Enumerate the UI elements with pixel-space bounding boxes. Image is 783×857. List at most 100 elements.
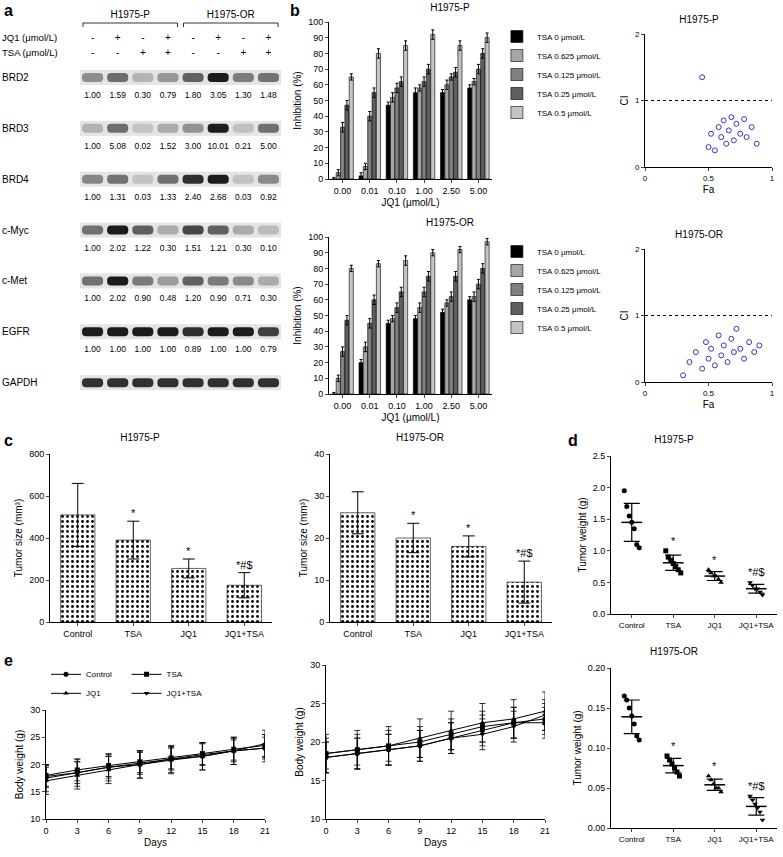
svg-text:0.79: 0.79 <box>260 344 277 354</box>
svg-text:1.00: 1.00 <box>415 186 433 196</box>
svg-text:JQ1+TSA: JQ1+TSA <box>739 835 775 844</box>
svg-text:3: 3 <box>75 826 80 836</box>
svg-text:0.30: 0.30 <box>160 243 177 253</box>
svg-text:30: 30 <box>313 127 323 137</box>
svg-text:15: 15 <box>477 826 487 836</box>
svg-text:c-Met: c-Met <box>2 275 27 286</box>
svg-text:1.00: 1.00 <box>84 344 101 354</box>
svg-text:*: * <box>131 507 136 519</box>
svg-text:200: 200 <box>29 575 44 585</box>
svg-text:30: 30 <box>310 660 320 670</box>
svg-text:H1975-P: H1975-P <box>111 9 151 20</box>
svg-text:80: 80 <box>313 264 323 274</box>
svg-text:1.5: 1.5 <box>593 514 606 524</box>
svg-text:JQ1: JQ1 <box>180 629 197 639</box>
svg-text:5.00: 5.00 <box>470 186 488 196</box>
svg-text:3: 3 <box>355 826 360 836</box>
svg-text:100: 100 <box>308 17 323 27</box>
svg-text:0.10: 0.10 <box>388 186 406 196</box>
svg-text:2.50: 2.50 <box>442 401 460 411</box>
svg-text:0: 0 <box>323 826 328 836</box>
svg-text:50: 50 <box>313 311 323 321</box>
svg-text:0.48: 0.48 <box>160 293 177 303</box>
svg-text:0.15: 0.15 <box>588 703 606 713</box>
svg-text:50: 50 <box>313 96 323 106</box>
svg-text:10: 10 <box>313 158 323 168</box>
svg-text:JQ1 (μmol/L): JQ1 (μmol/L) <box>382 412 440 423</box>
svg-text:BRD4: BRD4 <box>2 174 29 185</box>
svg-text:CI: CI <box>619 96 630 106</box>
svg-text:H1975-OR: H1975-OR <box>675 229 723 240</box>
svg-text:H1975-OR: H1975-OR <box>650 646 698 657</box>
svg-text:0: 0 <box>643 174 648 183</box>
svg-text:10: 10 <box>30 814 40 824</box>
svg-text:18: 18 <box>509 826 519 836</box>
svg-text:+: + <box>165 32 171 43</box>
svg-text:TSA: TSA <box>167 670 183 679</box>
svg-text:JQ1+TSA: JQ1+TSA <box>739 621 775 630</box>
svg-text:0: 0 <box>39 617 44 627</box>
svg-text:800: 800 <box>29 449 44 459</box>
svg-text:TSA: TSA <box>124 629 142 639</box>
svg-text:H1975-P: H1975-P <box>654 434 694 445</box>
svg-text:JQ1+TSA: JQ1+TSA <box>505 629 544 639</box>
svg-text:40: 40 <box>313 326 323 336</box>
svg-text:0.10: 0.10 <box>388 401 406 411</box>
svg-text:70: 70 <box>313 279 323 289</box>
svg-text:+: + <box>240 47 246 58</box>
svg-text:20: 20 <box>30 760 40 770</box>
svg-text:TSA 0 μmol/L: TSA 0 μmol/L <box>537 248 586 257</box>
svg-text:90: 90 <box>313 33 323 43</box>
svg-text:20: 20 <box>314 533 324 543</box>
svg-text:2.50: 2.50 <box>442 186 460 196</box>
svg-text:0.10: 0.10 <box>588 743 606 753</box>
svg-text:TSA 0 μmol/L: TSA 0 μmol/L <box>537 33 586 42</box>
svg-text:1.51: 1.51 <box>185 243 202 253</box>
svg-text:1.00: 1.00 <box>109 344 126 354</box>
svg-text:0.0: 0.0 <box>593 609 606 619</box>
svg-text:3.05: 3.05 <box>210 90 227 100</box>
svg-text:0.01: 0.01 <box>361 186 379 196</box>
svg-text:1.00: 1.00 <box>84 243 101 253</box>
svg-text:100: 100 <box>308 232 323 242</box>
svg-text:Tumor weight (g): Tumor weight (g) <box>572 710 583 785</box>
svg-text:0.02: 0.02 <box>135 141 152 151</box>
svg-text:1.00: 1.00 <box>84 90 101 100</box>
svg-text:15: 15 <box>197 826 207 836</box>
svg-text:0.10: 0.10 <box>260 243 277 253</box>
svg-text:Tumor size (mm³): Tumor size (mm³) <box>298 499 309 578</box>
svg-text:1.31: 1.31 <box>109 192 126 202</box>
svg-text:+: + <box>165 47 171 58</box>
svg-text:2.40: 2.40 <box>185 192 202 202</box>
svg-text:0.5: 0.5 <box>593 578 606 588</box>
svg-text:400: 400 <box>29 533 44 543</box>
svg-text:40: 40 <box>313 111 323 121</box>
svg-text:12: 12 <box>166 826 176 836</box>
svg-text:18: 18 <box>229 826 239 836</box>
svg-text:30: 30 <box>30 705 40 715</box>
svg-text:30: 30 <box>313 342 323 352</box>
svg-text:JQ1 (μmol/L): JQ1 (μmol/L) <box>382 197 440 208</box>
svg-text:70: 70 <box>313 64 323 74</box>
svg-text:+: + <box>115 32 121 43</box>
svg-text:0.30: 0.30 <box>235 243 252 253</box>
svg-text:0.00: 0.00 <box>334 186 352 196</box>
svg-text:0.00: 0.00 <box>588 823 606 833</box>
svg-text:1.30: 1.30 <box>235 90 252 100</box>
svg-text:-: - <box>217 47 220 58</box>
svg-text:0.21: 0.21 <box>235 141 252 151</box>
svg-text:+: + <box>140 47 146 58</box>
svg-text:+: + <box>266 32 272 43</box>
svg-text:Days: Days <box>424 837 447 848</box>
svg-text:60: 60 <box>313 80 323 90</box>
svg-text:0: 0 <box>635 163 640 172</box>
svg-text:H1975-OR: H1975-OR <box>207 9 255 20</box>
svg-text:0.03: 0.03 <box>135 192 152 202</box>
svg-text:-: - <box>191 32 194 43</box>
svg-text:1.20: 1.20 <box>185 293 202 303</box>
svg-text:Control: Control <box>619 621 645 630</box>
svg-text:90: 90 <box>313 248 323 258</box>
svg-text:1: 1 <box>770 174 775 183</box>
svg-text:JQ1 (μmol/L): JQ1 (μmol/L) <box>2 32 57 43</box>
svg-text:GAPDH: GAPDH <box>2 377 38 388</box>
